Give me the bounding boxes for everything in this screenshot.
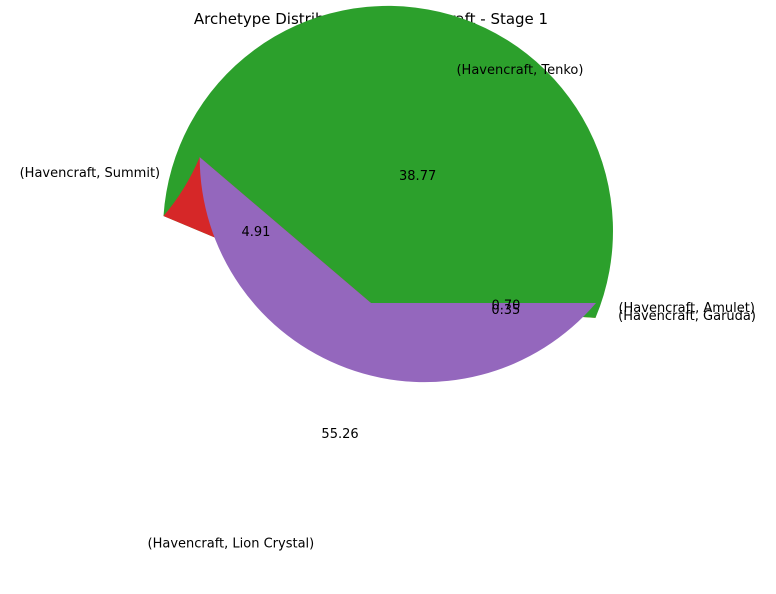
slice-value-label-4: 38.77	[399, 169, 436, 184]
slice-label-1: (Havencraft, Garuda)	[618, 309, 756, 324]
slice-label-2: (Havencraft, Lion Crystal)	[148, 536, 315, 551]
pie-slice-4	[199, 157, 596, 383]
slice-label-0: (Havencraft, Amulet)	[618, 301, 755, 316]
pie-slices	[163, 5, 613, 383]
slice-value-label-3: 4.91	[242, 225, 271, 240]
slice-label-4: (Havencraft, Tenko)	[456, 63, 583, 78]
slice-value-label-2: 55.26	[321, 427, 358, 442]
slice-value-label-0: 0.70	[491, 298, 520, 313]
slice-value-label-1: 0.35	[491, 303, 520, 318]
slice-label-3: (Havencraft, Summit)	[20, 166, 161, 181]
pie-labels: (Havencraft, Amulet) 0.70 (Havencraft, Gar…	[20, 63, 756, 551]
